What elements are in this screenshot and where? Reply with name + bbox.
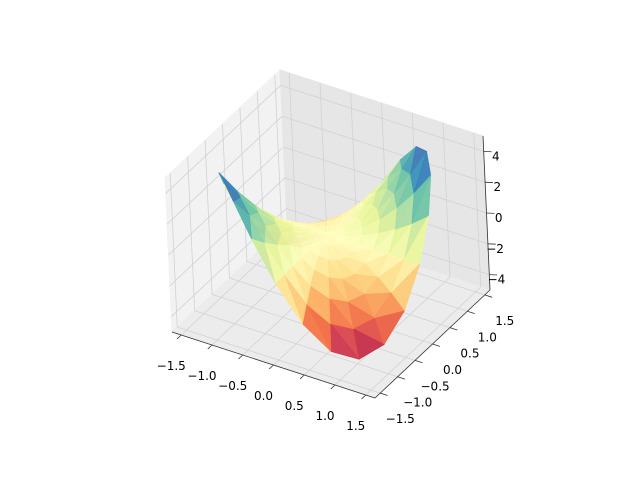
surface — [218, 145, 432, 360]
z-gridline — [168, 146, 284, 256]
y-tick-label: 0.5 — [460, 347, 479, 361]
y-tick — [397, 376, 406, 380]
y-tick — [414, 359, 423, 364]
x-tick — [299, 374, 305, 380]
surface-facet — [327, 227, 343, 235]
surface-facet — [391, 263, 421, 311]
x-tick-label: 1.0 — [315, 409, 334, 423]
y-tick-label: 1.5 — [495, 314, 514, 328]
x-tick-label: 0.5 — [285, 399, 304, 413]
x-tick — [361, 394, 367, 400]
surface-facet — [327, 225, 337, 235]
surface-facet — [312, 228, 328, 235]
x-tick — [269, 364, 274, 370]
x-tick-label: −1.5 — [157, 359, 186, 373]
surface-facet — [318, 227, 328, 235]
surface-facet — [403, 215, 429, 265]
z-tick-label: 0 — [495, 211, 503, 225]
x-tick — [207, 344, 213, 350]
x-tick-label: 0.0 — [254, 389, 273, 403]
z-tick-label: 4 — [492, 149, 500, 163]
surface-facet — [233, 201, 252, 240]
z-tick-label: 2 — [493, 180, 501, 194]
x-tick — [330, 384, 336, 390]
surface-facet — [327, 226, 341, 235]
surface-facet — [322, 226, 328, 235]
surface-facet — [327, 225, 333, 235]
x-tick-label: 1.5 — [346, 419, 365, 433]
y-tick — [467, 310, 475, 315]
surface-facet — [221, 177, 241, 202]
y-tick-label: 0.0 — [443, 363, 462, 377]
y-tick — [484, 294, 493, 298]
z-gridline — [165, 85, 281, 194]
y-tick-label: −0.5 — [421, 379, 450, 393]
y-gridline — [177, 326, 381, 394]
z-tick-label: −4 — [488, 273, 506, 287]
x-tick-label: −1.0 — [187, 369, 216, 383]
z-gridline — [166, 115, 283, 225]
z-gridline — [280, 85, 484, 152]
x-tick-label: −0.5 — [218, 379, 247, 393]
tick-labels: −1.5−1.0−0.50.00.51.01.5 −1.5−1.0−0.50.00… — [157, 149, 515, 433]
y-tick-label: −1.0 — [403, 396, 432, 410]
z-tick-label: −2 — [486, 242, 504, 256]
y-tick-label: 1.0 — [478, 330, 497, 344]
surface-facet — [411, 175, 432, 225]
y-tick — [449, 327, 458, 331]
y-tick — [380, 392, 388, 396]
y-tick-label: −1.5 — [386, 412, 415, 426]
z-gridline — [281, 115, 486, 183]
x-tick — [176, 334, 182, 340]
z-gridline — [169, 177, 286, 287]
x-tick — [238, 354, 244, 360]
y-gridline — [194, 310, 398, 378]
y-tick — [432, 343, 441, 347]
surface-facet — [250, 238, 276, 284]
surface-facet — [314, 227, 328, 235]
